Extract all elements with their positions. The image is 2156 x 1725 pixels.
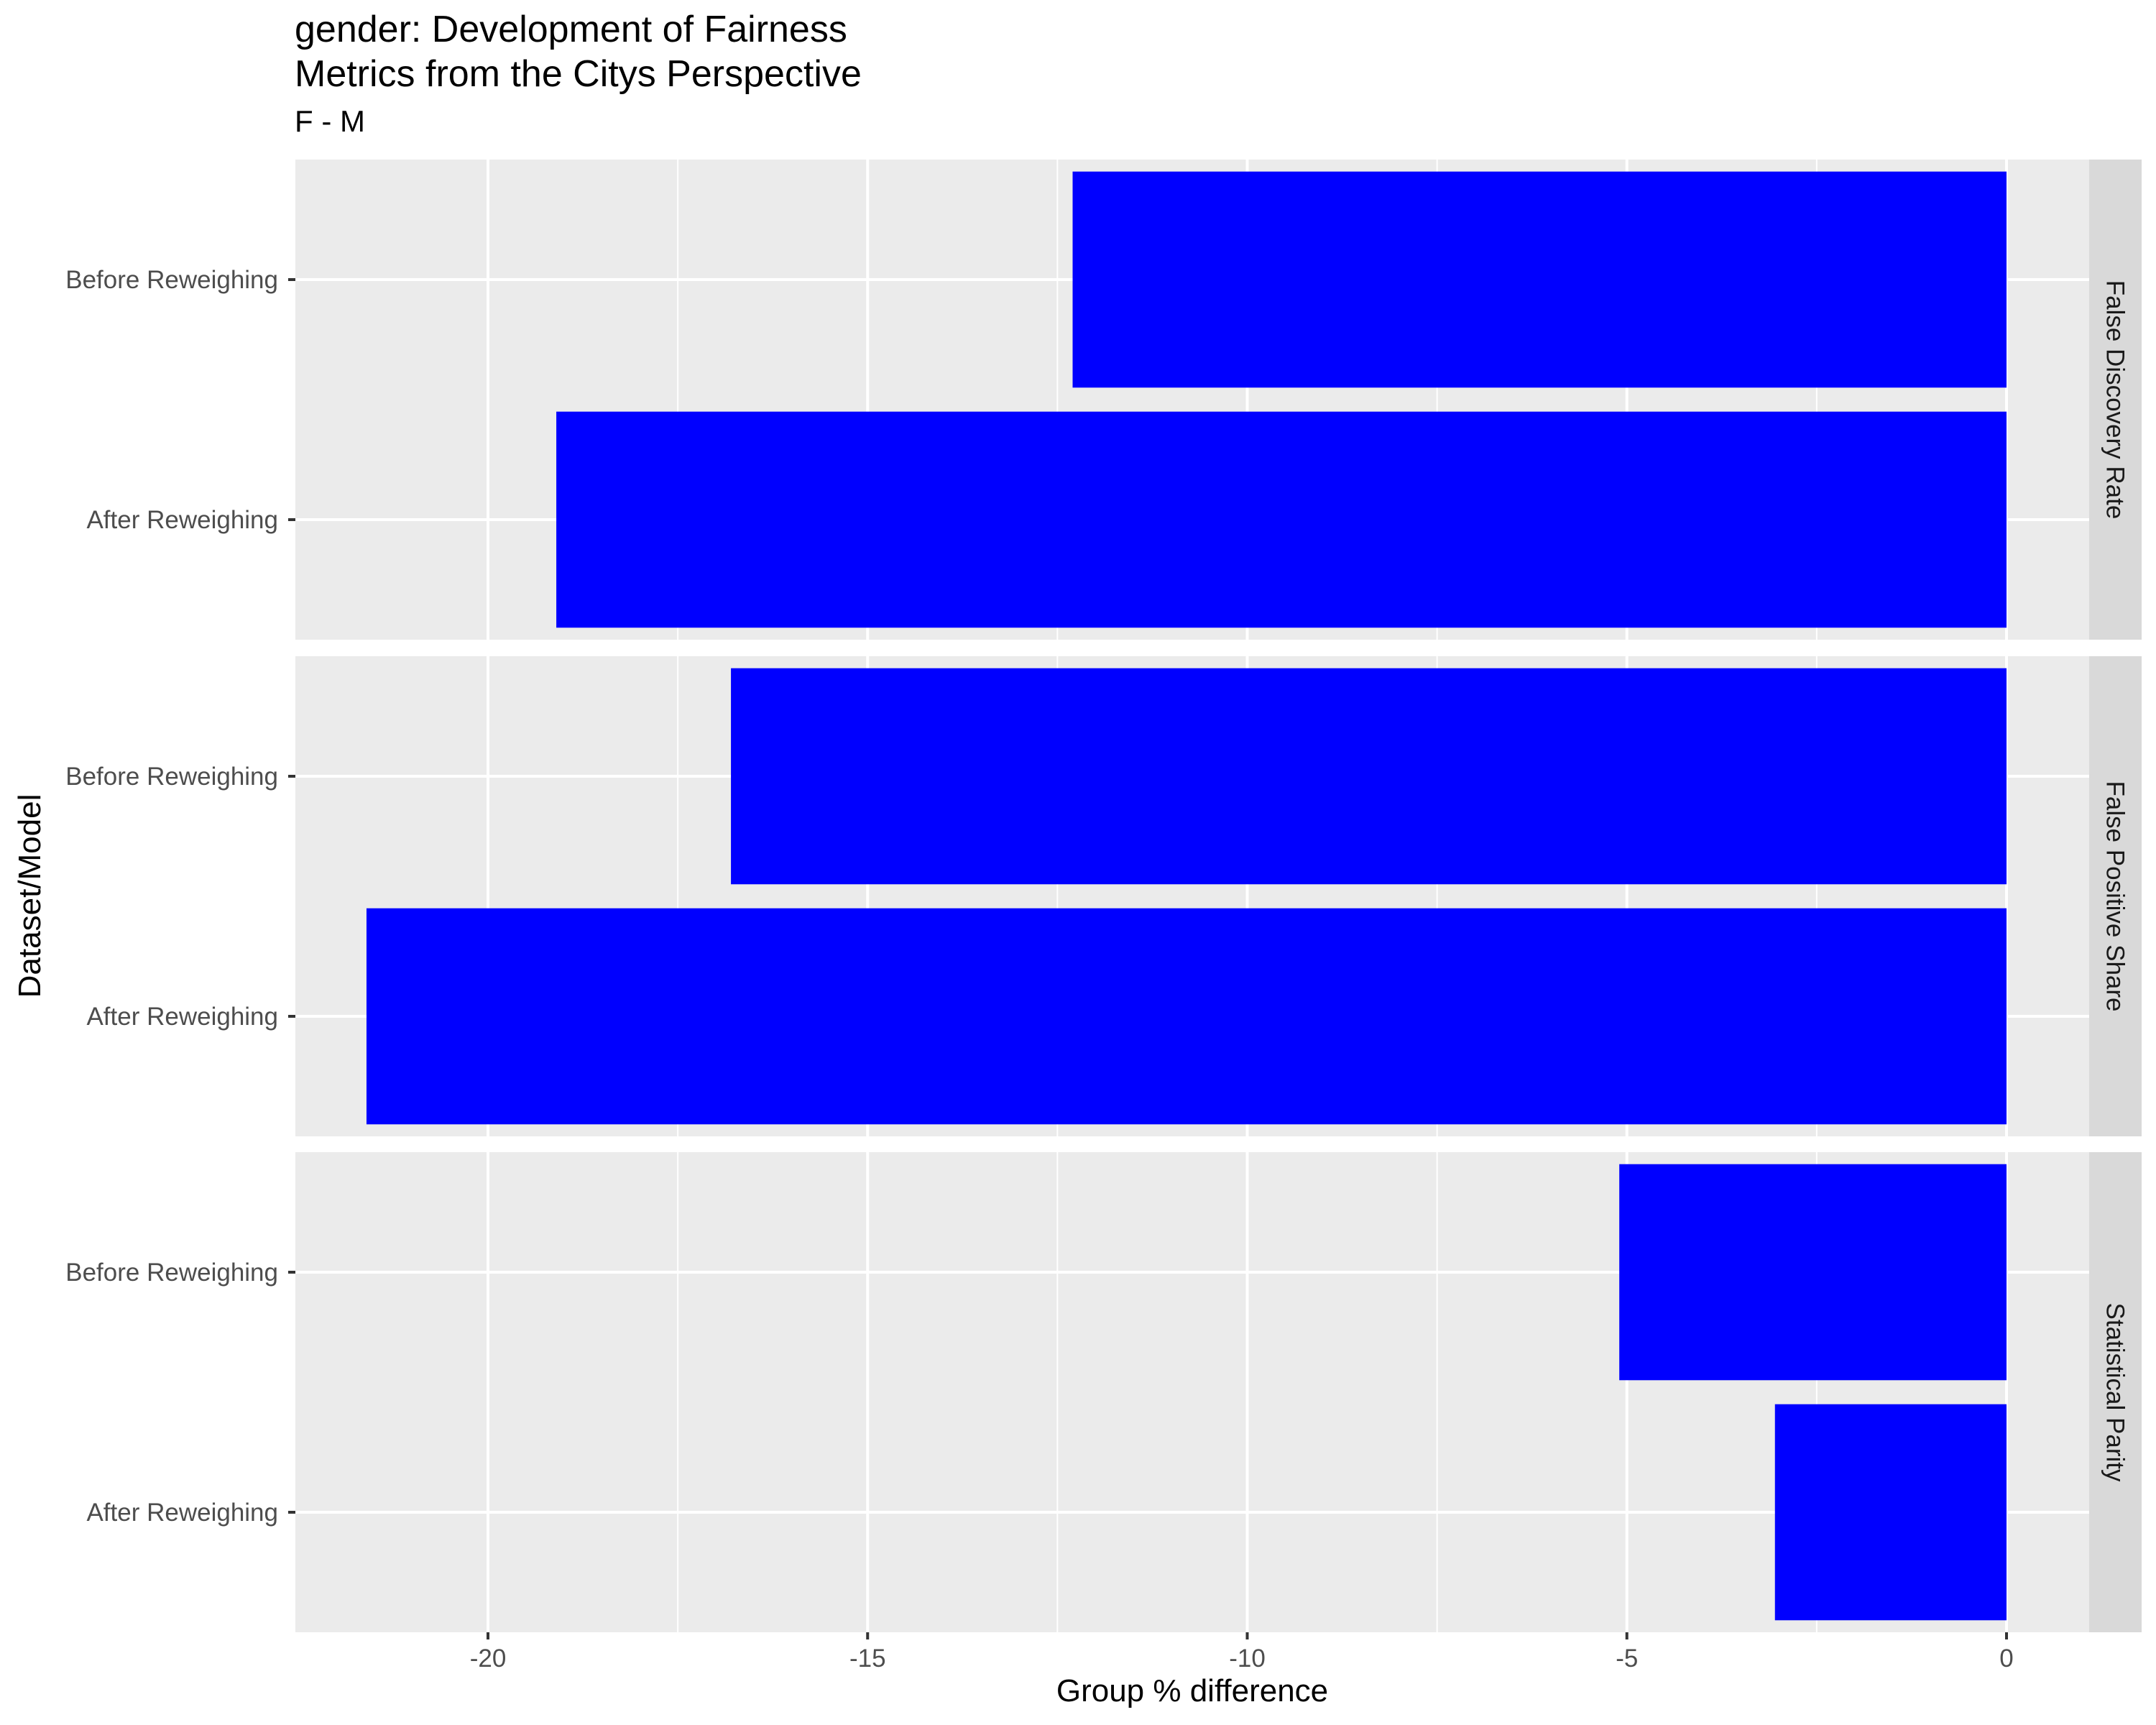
x-tick-label: -10 [1229,1644,1266,1673]
bar-false-positive-share-before-reweighing [731,668,2007,885]
bar-statistical-parity-after-reweighing [1774,1404,2007,1621]
bar-false-discovery-rate-before-reweighing [1072,171,2007,388]
y-tick-label: Before Reweighing [65,763,278,791]
bar-statistical-parity-before-reweighing [1619,1164,2007,1381]
chart-title-line-1: gender: Development of Fairness [295,9,847,50]
x-tick-label: -15 [849,1644,886,1673]
facet-label: Statistical Parity [2101,1303,2129,1482]
bar-false-positive-share-after-reweighing [366,908,2007,1125]
x-tick-label: -20 [470,1644,507,1673]
facet-strip-false-positive-share [2089,656,2142,1136]
x-tick-label: -5 [1616,1644,1638,1673]
y-tick-label: After Reweighing [86,1499,278,1527]
facet-label: False Positive Share [2101,781,2129,1012]
y-tick-label: Before Reweighing [65,1259,278,1287]
facet-strip-false-discovery-rate [2089,160,2142,640]
bar-false-discovery-rate-after-reweighing [556,411,2007,628]
chart-subtitle: F - M [295,104,365,138]
x-axis-title: Group % difference [1056,1673,1328,1708]
facet-strip-statistical-parity [2089,1152,2142,1632]
x-tick-label: 0 [1999,1644,2013,1673]
y-tick-label: Before Reweighing [65,266,278,294]
y-axis-title: Dataset/Model [12,794,47,998]
chart-title: gender: Development of Fairness Metrics … [295,7,862,96]
chart-title-line-2: Metrics from the Citys Perspective [295,53,862,95]
y-tick-label: After Reweighing [86,506,278,534]
facet-label: False Discovery Rate [2101,280,2129,520]
y-tick-label: After Reweighing [86,1003,278,1031]
